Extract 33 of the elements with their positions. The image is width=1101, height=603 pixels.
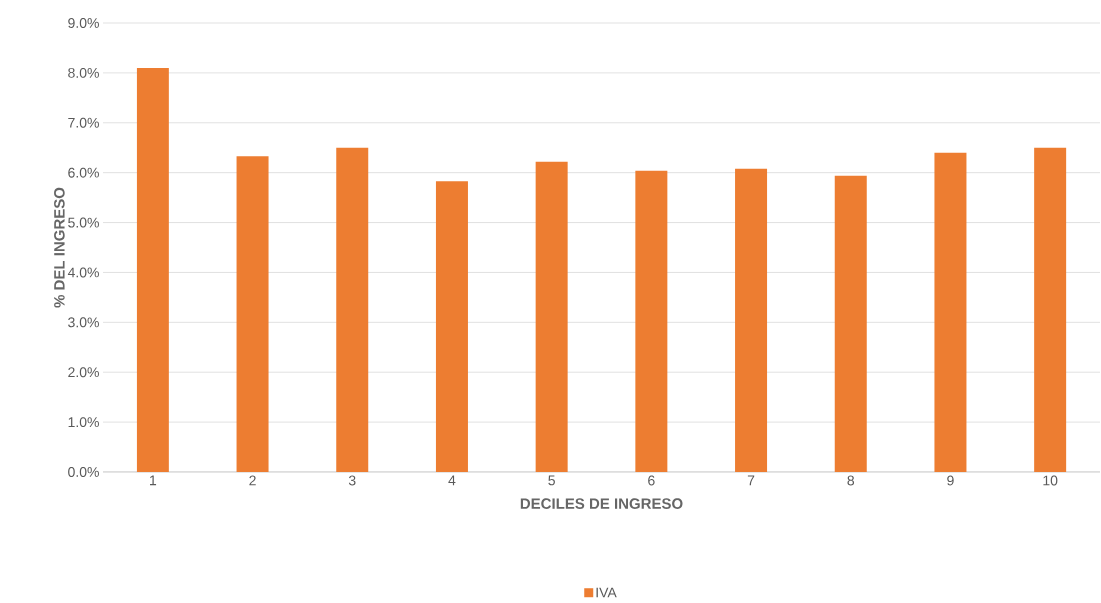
bar xyxy=(435,181,468,472)
bar xyxy=(735,168,768,472)
y-tick-label: 3.0% xyxy=(68,317,99,328)
x-tick-label: 9 xyxy=(947,475,954,486)
bar xyxy=(1034,147,1067,472)
y-tick-label: 5.0% xyxy=(68,217,99,228)
x-tick-label: 1 xyxy=(150,475,157,486)
x-tick-label: 6 xyxy=(648,475,655,486)
x-tick-label: 3 xyxy=(348,475,356,486)
bar xyxy=(834,175,867,472)
y-tick-label: 4.0% xyxy=(67,267,99,278)
bar xyxy=(635,170,668,472)
y-tick-label: 2.0% xyxy=(68,367,99,378)
x-tick-label: 8 xyxy=(847,475,855,486)
bar xyxy=(336,147,369,472)
y-tick-label: 6.0% xyxy=(68,167,99,178)
y-tick-label: 0.0% xyxy=(68,467,99,477)
y-tick-label: 9.0% xyxy=(68,18,99,28)
bar xyxy=(934,152,967,472)
bar xyxy=(535,161,568,472)
legend-label: IVA xyxy=(596,587,617,598)
y-tick-label: 7.0% xyxy=(68,117,99,128)
bar xyxy=(236,156,269,472)
x-tick-label: 2 xyxy=(249,475,256,486)
x-tick-label: 7 xyxy=(747,475,755,486)
x-tick-label: 4 xyxy=(448,475,456,486)
x-axis-title: DECILES DE INGRESO xyxy=(520,498,683,509)
y-tick-label: 8.0% xyxy=(68,67,99,78)
bar xyxy=(136,67,169,472)
x-tick-label: 5 xyxy=(548,475,555,486)
y-axis-title: % DEL INGRESO xyxy=(54,187,65,308)
y-tick-label: 1.0% xyxy=(68,417,99,428)
x-tick-label: 10 xyxy=(1043,475,1058,486)
